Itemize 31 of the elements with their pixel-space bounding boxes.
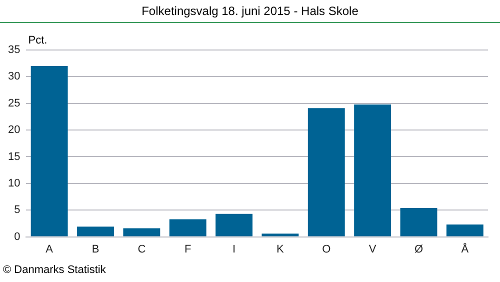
x-tick-label: B [92, 243, 100, 256]
chart-title: Folketingsvalg 18. juni 2015 - Hals Skole [140, 4, 360, 18]
bar [446, 224, 484, 236]
x-tick-label: V [368, 243, 377, 256]
bar [308, 108, 345, 236]
bar [169, 219, 206, 236]
x-tick-label: C [138, 243, 146, 256]
x-tick-label: A [46, 243, 54, 256]
x-tick-label: O [322, 243, 332, 256]
x-tick-label: K [276, 243, 285, 256]
bar [123, 228, 160, 236]
y-tick-label: 0 [14, 230, 20, 243]
y-tick-label: 30 [8, 70, 20, 83]
bar [216, 214, 252, 236]
y-tick-label: 35 [8, 44, 20, 56]
y-tick-label: 10 [8, 177, 20, 190]
text: © Danmarks Statistik [3, 264, 106, 276]
x-tick-label: F [184, 243, 192, 256]
y-tick-label: 15 [8, 150, 20, 163]
y-tick-label: 25 [8, 97, 20, 110]
bar [30, 66, 68, 236]
y-tick-label: 20 [8, 124, 20, 136]
bar [77, 226, 114, 236]
x-tick-label: I [232, 243, 236, 256]
y-axis-title: Pct. [28, 34, 48, 47]
x-tick-label: Ø [414, 243, 424, 256]
x-tick-label: Å [461, 242, 470, 256]
bar [354, 104, 392, 236]
y-tick-label: 5 [14, 204, 20, 216]
bar [400, 208, 438, 236]
bar [262, 234, 299, 236]
